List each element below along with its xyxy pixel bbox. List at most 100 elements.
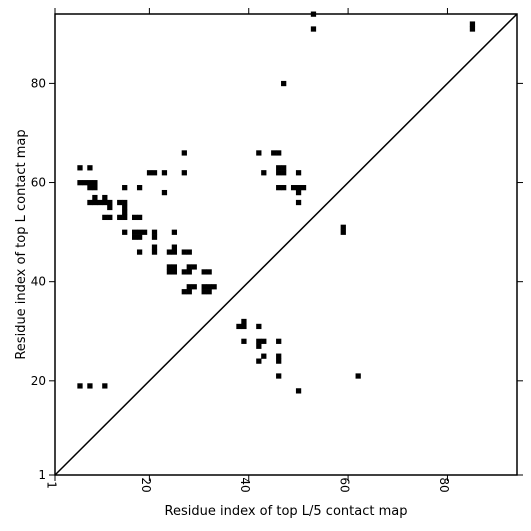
y-tick-label: 1 (38, 468, 46, 482)
x-axis-ticks: 1 20 40 60 80 (45, 8, 451, 493)
contact-cell (122, 185, 128, 191)
contact-cells (77, 11, 476, 394)
contact-cell (241, 338, 247, 344)
contact-cell (276, 358, 282, 364)
contact-cell (87, 199, 93, 206)
contact-cell (92, 194, 98, 201)
x-tick-label: 40 (238, 477, 252, 492)
contact-cell (191, 264, 197, 270)
contact-cell (122, 229, 128, 235)
x-tick-label: 80 (437, 477, 451, 492)
contact-cell (122, 209, 128, 216)
contact-cell (281, 165, 287, 171)
contact-cell (186, 284, 192, 290)
contact-cell (166, 264, 173, 270)
contact-cell (186, 264, 192, 270)
contact-cell (236, 323, 242, 330)
contact-cell (87, 383, 93, 389)
contact-cell (102, 194, 108, 201)
diagonal-line (54, 13, 518, 476)
contact-cell (256, 343, 262, 349)
contact-cell (340, 224, 346, 230)
contact-cell (87, 165, 93, 171)
contact-cell (87, 180, 93, 186)
contact-cell (136, 229, 143, 235)
y-axis-ticks: 1 20 40 60 80 (31, 76, 523, 482)
contact-cell (181, 269, 187, 275)
contact-cell (469, 21, 476, 27)
contact-cell (201, 284, 207, 290)
contact-cell (256, 150, 262, 156)
contact-cell (82, 180, 88, 186)
contact-cell (146, 170, 153, 176)
contact-cell (102, 383, 108, 389)
contact-cell (206, 284, 212, 290)
contact-cell (276, 338, 282, 344)
contact-cell (295, 170, 302, 176)
contact-cell (186, 289, 192, 295)
contact-cell (87, 185, 93, 191)
contact-cell (201, 269, 207, 275)
contact-cell (136, 185, 143, 191)
contact-cell (261, 353, 267, 359)
contact-cell (77, 383, 83, 389)
contact-cell (117, 199, 123, 206)
contact-cell (181, 170, 187, 176)
y-tick-label: 60 (31, 176, 46, 190)
contact-cell (201, 289, 207, 295)
contact-cell (261, 338, 267, 344)
contact-cell (77, 180, 83, 186)
contact-cell (276, 185, 282, 191)
contact-cell (256, 338, 262, 344)
contact-cell (206, 289, 212, 295)
contact-cell (256, 358, 262, 364)
plot-frame (54, 13, 518, 476)
contact-cell (166, 249, 173, 255)
contact-cell (171, 264, 178, 270)
contact-cell (295, 189, 302, 196)
contact-cell (136, 214, 143, 221)
contact-cell (136, 249, 143, 255)
contact-cell (107, 199, 113, 206)
contact-cell (271, 150, 277, 156)
contact-cell (295, 185, 302, 191)
y-tick-label: 20 (31, 374, 46, 388)
contact-cell (300, 185, 307, 191)
contact-cell (107, 214, 113, 221)
contact-cell (191, 284, 197, 290)
contact-cell (181, 150, 187, 156)
contact-cell (181, 249, 187, 255)
contact-cell (276, 150, 282, 156)
contact-cell (206, 269, 212, 275)
contact-cell (122, 214, 128, 221)
contact-cell (211, 284, 217, 290)
contact-cell (136, 234, 143, 240)
contact-cell (469, 26, 476, 32)
contact-cell (290, 185, 297, 191)
contact-cell (186, 269, 192, 275)
contact-cell (171, 249, 178, 255)
contact-cell (102, 199, 108, 206)
contact-cell (281, 185, 287, 191)
contact-cell (122, 204, 128, 211)
contact-cell (295, 199, 302, 206)
y-tick-label: 40 (31, 275, 46, 289)
contact-cell (151, 229, 158, 235)
contact-cell (141, 229, 148, 235)
contact-cell (281, 170, 287, 176)
contact-cell (340, 229, 346, 235)
contact-cell (181, 289, 187, 295)
y-axis-label: Residue index of top L contact map (14, 129, 29, 359)
contact-cell (241, 318, 247, 325)
contact-cell (92, 199, 98, 206)
contact-cell (241, 323, 247, 330)
contact-cell (166, 269, 173, 275)
contact-cell (256, 323, 262, 330)
contact-cell (171, 229, 178, 235)
contact-cell (355, 373, 361, 379)
contact-cell (132, 214, 138, 221)
contact-cell (102, 214, 108, 221)
contact-cell (276, 165, 282, 171)
contact-cell (117, 214, 123, 221)
